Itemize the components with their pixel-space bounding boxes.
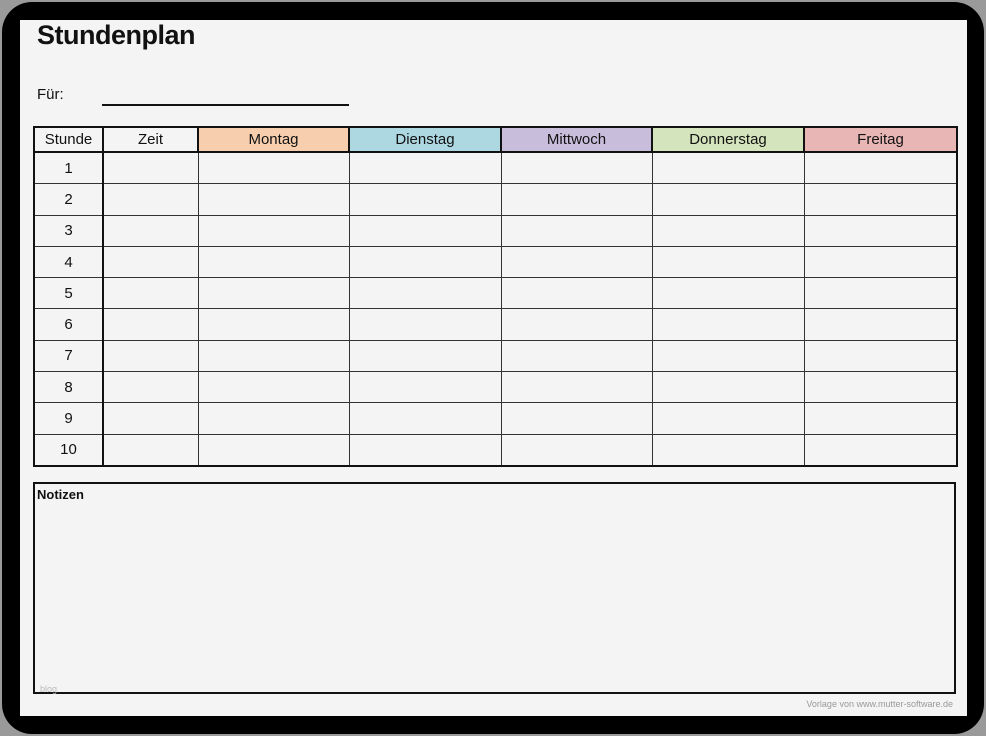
table-cell[interactable] [102, 308, 199, 341]
column-header-stunde: Stunde [33, 126, 104, 153]
table-cell[interactable] [102, 371, 199, 404]
table-cell[interactable] [197, 402, 350, 435]
period-number: 2 [33, 183, 104, 216]
table-row: 3 [33, 214, 958, 247]
table-cell[interactable] [197, 433, 350, 467]
period-number: 7 [33, 339, 104, 373]
table-row: 6 [33, 308, 958, 341]
table-cell[interactable] [803, 308, 958, 341]
table-cell[interactable] [197, 183, 350, 216]
period-number: 8 [33, 371, 104, 404]
column-header-mittwoch: Mittwoch [500, 126, 653, 153]
period-number: 6 [33, 308, 104, 341]
table-row: 5 [33, 277, 958, 310]
page-title: Stundenplan [37, 20, 196, 50]
table-cell[interactable] [348, 308, 502, 341]
table-cell[interactable] [651, 214, 805, 247]
column-header-donnerstag: Donnerstag [651, 126, 805, 153]
table-cell[interactable] [803, 214, 958, 247]
period-number: 9 [33, 402, 104, 435]
footer-credit: Vorlage von www.mutter-software.de [806, 699, 953, 709]
table-cell[interactable] [102, 339, 199, 373]
table-cell[interactable] [803, 277, 958, 310]
column-header-freitag: Freitag [803, 126, 958, 153]
watermark: blog [40, 684, 58, 694]
table-cell[interactable] [348, 183, 502, 216]
table-cell[interactable] [348, 371, 502, 404]
period-number: 3 [33, 214, 104, 247]
for-label: Für: [37, 86, 64, 103]
timetable: Stunde Zeit Montag Dienstag Mittwoch Donnerst… [33, 126, 958, 467]
table-cell[interactable] [651, 277, 805, 310]
table-row: 10 [33, 433, 958, 467]
table-cell[interactable] [651, 183, 805, 216]
table-cell[interactable] [500, 245, 653, 279]
table-cell[interactable] [348, 402, 502, 435]
table-cell[interactable] [500, 433, 653, 467]
table-cell[interactable] [197, 214, 350, 247]
period-number: 10 [33, 433, 104, 467]
table-cell[interactable] [500, 183, 653, 216]
table-row: 8 [33, 371, 958, 404]
table-row: 1 [33, 151, 958, 185]
notes-box[interactable]: Notizen [33, 482, 956, 694]
for-input-line[interactable] [102, 104, 349, 106]
table-row: 7 [33, 339, 958, 373]
table-cell[interactable] [651, 308, 805, 341]
table-cell[interactable] [500, 308, 653, 341]
table-cell[interactable] [651, 402, 805, 435]
table-cell[interactable] [651, 245, 805, 279]
table-cell[interactable] [102, 214, 199, 247]
column-header-montag: Montag [197, 126, 350, 153]
table-row: 2 [33, 183, 958, 216]
table-cell[interactable] [803, 433, 958, 467]
table-cell[interactable] [500, 339, 653, 373]
column-header-zeit: Zeit [102, 126, 199, 153]
table-cell[interactable] [197, 371, 350, 404]
table-cell[interactable] [803, 402, 958, 435]
table-cell[interactable] [348, 214, 502, 247]
table-cell[interactable] [197, 245, 350, 279]
table-cell[interactable] [348, 151, 502, 185]
table-cell[interactable] [651, 151, 805, 185]
table-cell[interactable] [102, 151, 199, 185]
table-cell[interactable] [803, 151, 958, 185]
table-cell[interactable] [803, 339, 958, 373]
table-cell[interactable] [102, 433, 199, 467]
table-cell[interactable] [348, 245, 502, 279]
table-cell[interactable] [102, 245, 199, 279]
table-cell[interactable] [500, 151, 653, 185]
table-cell[interactable] [500, 371, 653, 404]
table-cell[interactable] [348, 277, 502, 310]
table-cell[interactable] [500, 402, 653, 435]
table-cell[interactable] [803, 245, 958, 279]
table-row: 4 [33, 245, 958, 279]
table-cell[interactable] [197, 339, 350, 373]
period-number: 1 [33, 151, 104, 185]
period-number: 4 [33, 245, 104, 279]
header-row: Stunde Zeit Montag Dienstag Mittwoch Donnerst… [33, 126, 958, 153]
table-cell[interactable] [651, 371, 805, 404]
table-cell[interactable] [651, 339, 805, 373]
table-cell[interactable] [803, 371, 958, 404]
table-cell[interactable] [102, 183, 199, 216]
period-number: 5 [33, 277, 104, 310]
table-cell[interactable] [651, 433, 805, 467]
column-header-dienstag: Dienstag [348, 126, 502, 153]
table-cell[interactable] [102, 402, 199, 435]
table-row: 9 [33, 402, 958, 435]
table-cell[interactable] [348, 433, 502, 467]
table-cell[interactable] [197, 308, 350, 341]
table-cell[interactable] [348, 339, 502, 373]
table-cell[interactable] [500, 214, 653, 247]
notes-label: Notizen [37, 487, 84, 502]
table-cell[interactable] [102, 277, 199, 310]
table-cell[interactable] [500, 277, 653, 310]
table-cell[interactable] [197, 151, 350, 185]
table-cell[interactable] [197, 277, 350, 310]
table-cell[interactable] [803, 183, 958, 216]
